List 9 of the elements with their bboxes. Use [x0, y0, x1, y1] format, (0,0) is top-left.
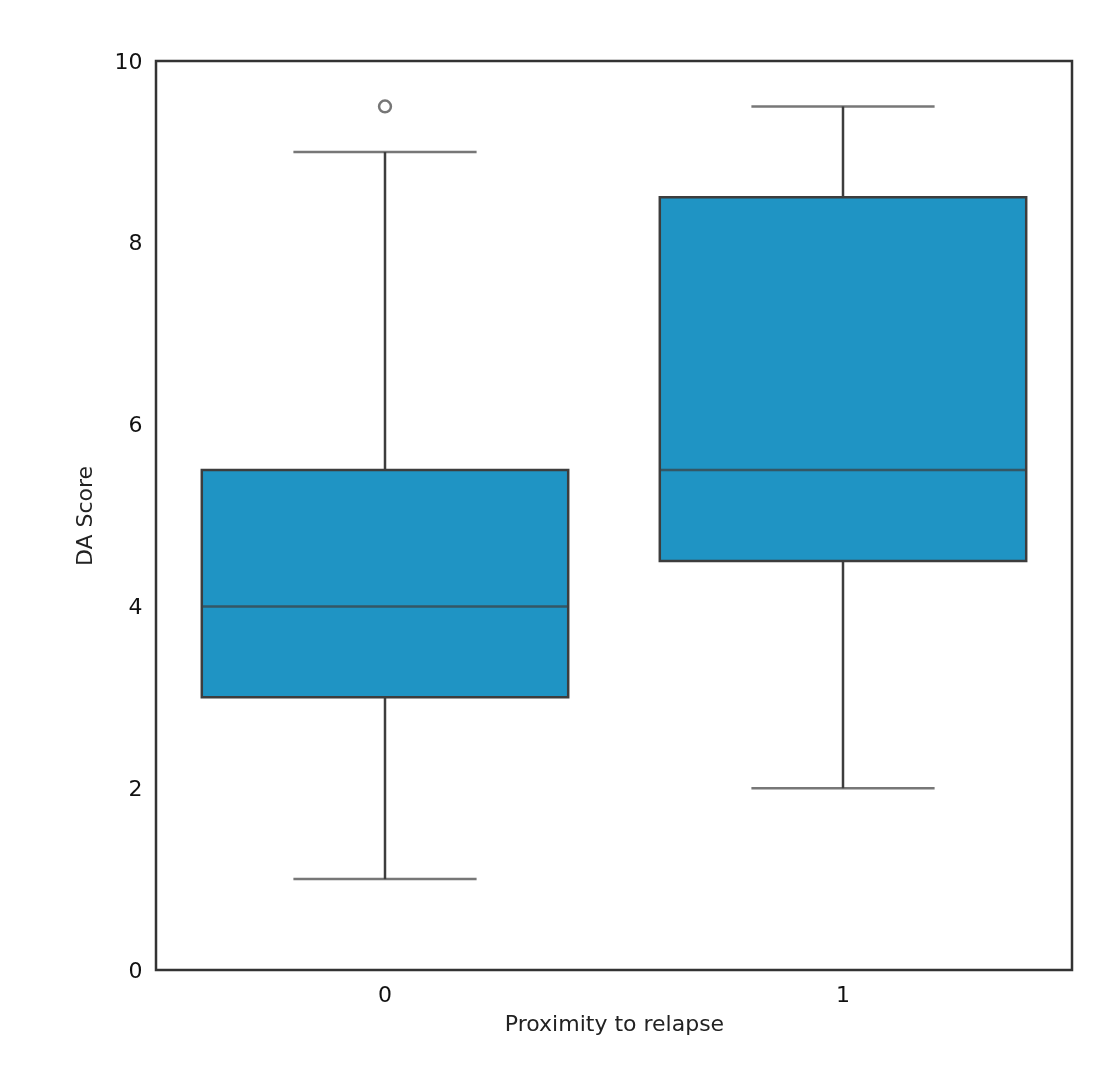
y-tick-label: 8	[128, 230, 143, 256]
y-tick-label: 2	[128, 775, 143, 801]
x-axis-title: Proximity to relapse	[504, 1010, 725, 1036]
y-axis-title: DA Score	[71, 465, 97, 567]
y-tick-label: 6	[128, 412, 143, 438]
y-tick-label: 4	[128, 593, 143, 619]
y-tick-label: 10	[114, 48, 143, 74]
x-tick-label: 1	[836, 981, 850, 1007]
y-tick-label: 0	[128, 957, 143, 983]
